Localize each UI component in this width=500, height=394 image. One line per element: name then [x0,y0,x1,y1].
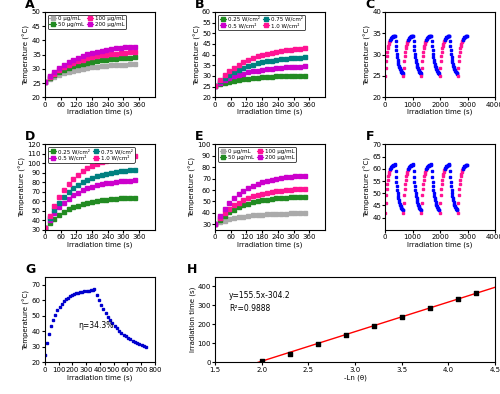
Text: F: F [366,130,374,143]
Y-axis label: Temperature (°C): Temperature (°C) [23,290,30,350]
Y-axis label: Temperature (°C): Temperature (°C) [23,24,30,85]
Legend: 0.25 W/cm², 0.5 W/cm², 0.75 W/cm², 1.0 W/cm²: 0.25 W/cm², 0.5 W/cm², 0.75 W/cm², 1.0 W… [218,15,304,30]
Point [426,305,434,311]
X-axis label: Irradiation time (s): Irradiation time (s) [408,109,473,115]
Text: C: C [366,0,374,11]
Y-axis label: Temperature (°C): Temperature (°C) [18,157,26,217]
X-axis label: Irradiation time (s): Irradiation time (s) [408,242,473,248]
Point [454,296,462,302]
Legend: 0 μg/mL, 50 μg/mL, 100 μg/mL, 200 μg/mL: 0 μg/mL, 50 μg/mL, 100 μg/mL, 200 μg/mL [218,147,296,162]
X-axis label: Irradiation time (s): Irradiation time (s) [238,242,302,248]
Point [342,332,349,338]
Legend: 0 μg/mL, 50 μg/mL, 100 μg/mL, 200 μg/mL: 0 μg/mL, 50 μg/mL, 100 μg/mL, 200 μg/mL [48,15,126,29]
Text: η=34.3%: η=34.3% [78,321,114,330]
X-axis label: Irradiation time (s): Irradiation time (s) [67,109,132,115]
Text: y=155.5x-304.2: y=155.5x-304.2 [229,291,290,300]
Legend: 0.25 W/cm², 0.5 W/cm², 0.75 W/cm², 1.0 W/cm²: 0.25 W/cm², 0.5 W/cm², 0.75 W/cm², 1.0 W… [48,147,134,163]
X-axis label: Irradiation time (s): Irradiation time (s) [67,374,132,381]
Text: H: H [187,263,198,276]
Point [286,350,294,357]
Text: B: B [196,0,205,11]
X-axis label: Irradiation time (s): Irradiation time (s) [67,242,132,248]
Y-axis label: Temperature (°C): Temperature (°C) [189,157,196,217]
Text: A: A [25,0,35,11]
Y-axis label: Temperature (°C): Temperature (°C) [194,24,200,85]
Text: E: E [196,130,204,143]
Text: G: G [25,263,35,276]
Y-axis label: Temperature (°C): Temperature (°C) [364,157,370,217]
Y-axis label: Temperature (°C): Temperature (°C) [364,24,370,85]
Text: D: D [25,130,35,143]
Point [398,314,406,320]
Y-axis label: Irradiation time (s): Irradiation time (s) [190,287,196,352]
Point [472,290,480,296]
Point [258,358,266,364]
X-axis label: -Ln (θ): -Ln (θ) [344,374,366,381]
Point [314,340,322,347]
Text: R²=0.9888: R²=0.9888 [229,304,270,313]
X-axis label: Irradiation time (s): Irradiation time (s) [238,109,302,115]
Point [370,323,378,329]
